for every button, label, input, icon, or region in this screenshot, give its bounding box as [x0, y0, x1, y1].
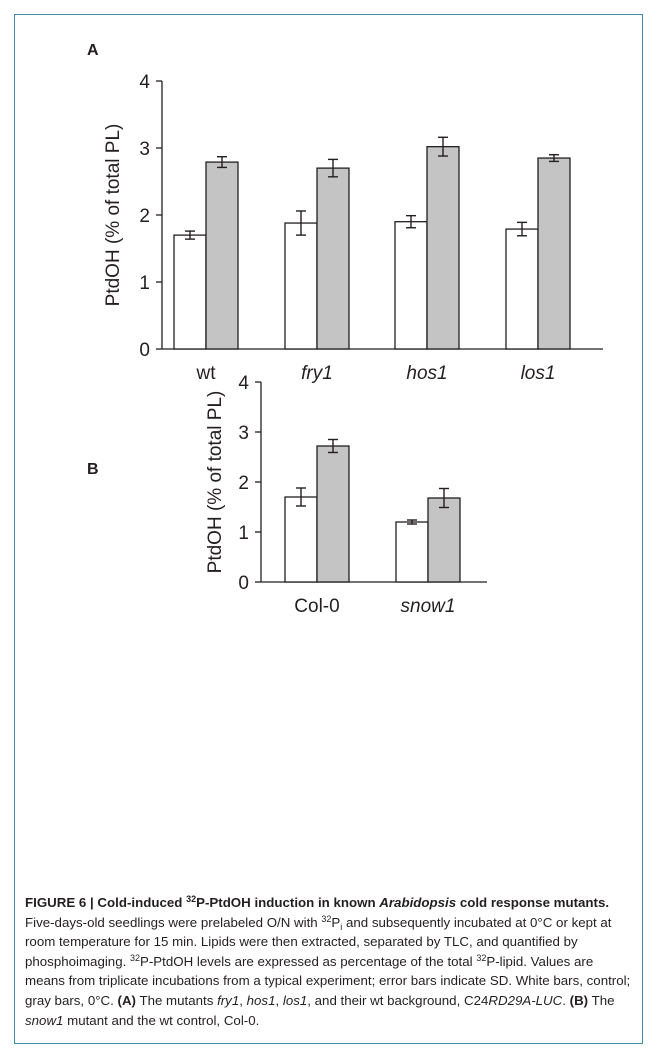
caption-text: The [588, 992, 615, 1008]
caption-title: FIGURE 6 | Cold-induced 32P-PtdOH induct… [25, 894, 610, 911]
y-tick-label: 3 [139, 139, 150, 160]
figure-caption: FIGURE 6 | Cold-induced 32P-PtdOH induct… [25, 893, 635, 1030]
x-tick-label: wt [196, 363, 217, 384]
y-tick-label: 1 [238, 523, 249, 544]
caption-panel-a-ref: (A) [117, 992, 136, 1008]
bar-snow1-cold [427, 497, 461, 583]
caption-text: The mutants [136, 992, 218, 1008]
bar-col-0-cold [316, 445, 350, 583]
caption-text: , [275, 992, 283, 1008]
x-tick-label: hos1 [406, 363, 447, 384]
y-tick-label: 3 [238, 423, 249, 444]
x-tick-label: fry1 [301, 363, 333, 384]
y-tick-label: 4 [238, 373, 249, 394]
caption-sup: 32 [321, 913, 332, 924]
y-tick-label: 1 [139, 273, 150, 294]
bar-col-0-control [284, 496, 318, 583]
bar-los1-cold [537, 157, 571, 350]
caption-text: , and their wt background, C24 [307, 992, 489, 1008]
y-tick-label: 2 [238, 473, 249, 494]
chart-a: 0 1 2 3 4 PtdOH (% of total PL) wt fry1 hos1 los1 [103, 72, 603, 384]
panel-a-label: A [87, 42, 99, 59]
caption-title-end: cold response mutants. [456, 895, 610, 910]
caption-title-sup: 32 [186, 894, 197, 904]
caption-text: , [239, 992, 247, 1008]
bar-snow1-control [395, 521, 429, 583]
caption-title-mid: P-PtdOH induction in known [196, 895, 380, 910]
caption-mutant: snow1 [25, 1012, 64, 1028]
bar-wt-control [173, 234, 207, 350]
panel-b-label: B [87, 461, 99, 478]
y-axis-label: PtdOH (% of total PL) [205, 391, 226, 574]
caption-text: mutant and the wt control, Col-0. [63, 1012, 260, 1028]
caption-mutant: fry1 [217, 992, 240, 1008]
caption-mutant: los1 [282, 992, 308, 1008]
caption-text: Five-days-old seedlings were prelabeled … [25, 914, 322, 930]
bar-fry1-cold [316, 167, 350, 350]
chart-b: 0 1 2 3 4 PtdOH (% of total PL) Col-0 snow1 [205, 373, 487, 617]
caption-sub: i [340, 921, 343, 932]
caption-mutant: RD29A-LUC [488, 992, 563, 1008]
caption-sup: 32 [129, 952, 140, 963]
y-axis-label: PtdOH (% of total PL) [103, 124, 124, 307]
caption-text: P-lipid. Values are means from triplicat… [25, 953, 631, 1008]
x-tick-label: Col-0 [294, 596, 339, 617]
caption-text: . [562, 992, 570, 1008]
x-tick-label: snow1 [401, 596, 456, 617]
figure-frame: A 0 1 2 3 4 PtdOH (% of total PL) wt fry1 hos1 lo… [14, 14, 643, 1044]
bar-hos1-cold [426, 146, 460, 350]
x-tick-label: los1 [521, 363, 556, 384]
caption-panel-b-ref: (B) [569, 992, 589, 1008]
caption-sup: 32 [476, 952, 487, 963]
caption-title-italic: Arabidopsis [379, 895, 457, 910]
caption-title-prefix: FIGURE 6 | Cold-induced [25, 895, 187, 910]
caption-text: P-PtdOH levels are expressed as percenta… [140, 953, 477, 969]
caption-text: P [331, 914, 341, 930]
y-tick-label: 0 [238, 573, 249, 594]
y-tick-label: 0 [139, 340, 150, 361]
caption-mutant: hos1 [246, 992, 276, 1008]
caption-text: and subsequently incubated at 0°C or kep… [25, 914, 612, 969]
y-tick-label: 2 [139, 206, 150, 227]
y-tick-label: 4 [139, 72, 150, 93]
